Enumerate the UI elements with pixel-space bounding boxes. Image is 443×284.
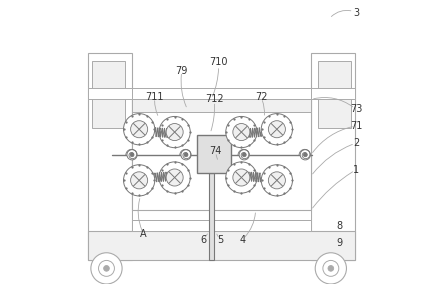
Text: 3: 3 — [354, 8, 359, 18]
Circle shape — [104, 266, 109, 271]
Circle shape — [226, 116, 257, 148]
Circle shape — [159, 162, 190, 193]
Bar — [209, 173, 214, 260]
Text: 9: 9 — [336, 238, 342, 248]
Circle shape — [130, 153, 134, 157]
Text: 711: 711 — [145, 91, 164, 102]
Circle shape — [242, 153, 246, 157]
Text: 4: 4 — [240, 235, 246, 245]
Circle shape — [124, 165, 155, 196]
Circle shape — [98, 260, 114, 276]
Circle shape — [261, 114, 292, 145]
Circle shape — [159, 116, 190, 148]
Text: 74: 74 — [210, 145, 222, 156]
Circle shape — [268, 121, 285, 138]
Bar — [132, 99, 311, 210]
Bar — [132, 210, 311, 220]
Circle shape — [323, 260, 339, 276]
Circle shape — [268, 172, 285, 189]
Circle shape — [166, 124, 183, 141]
Text: 6: 6 — [200, 235, 206, 245]
Text: 1: 1 — [354, 165, 359, 176]
Text: 710: 710 — [210, 57, 228, 68]
Bar — [198, 135, 231, 173]
Bar — [132, 220, 311, 231]
Text: A: A — [140, 229, 147, 239]
Bar — [311, 88, 355, 99]
Bar — [92, 61, 125, 128]
Bar — [311, 53, 355, 260]
Text: 2: 2 — [353, 138, 360, 149]
Circle shape — [233, 124, 250, 141]
Circle shape — [300, 150, 311, 160]
Circle shape — [131, 172, 148, 189]
Circle shape — [226, 162, 257, 193]
Bar — [132, 88, 311, 99]
Circle shape — [181, 150, 191, 160]
Circle shape — [315, 253, 346, 284]
Circle shape — [127, 150, 137, 160]
Text: 72: 72 — [255, 91, 268, 102]
Text: 712: 712 — [205, 94, 224, 105]
Circle shape — [303, 153, 307, 157]
Circle shape — [131, 121, 148, 138]
Circle shape — [91, 253, 122, 284]
Text: 8: 8 — [336, 221, 342, 231]
Bar — [88, 53, 132, 260]
Circle shape — [261, 165, 292, 196]
Circle shape — [233, 169, 250, 186]
Circle shape — [239, 150, 249, 160]
Bar — [88, 88, 132, 99]
Circle shape — [184, 153, 188, 157]
Text: 73: 73 — [350, 104, 362, 114]
Bar — [88, 231, 355, 260]
Circle shape — [166, 169, 183, 186]
Text: 71: 71 — [350, 121, 362, 131]
Circle shape — [124, 114, 155, 145]
Bar — [318, 61, 351, 128]
Text: 79: 79 — [175, 66, 188, 76]
Circle shape — [328, 266, 334, 271]
Bar — [132, 99, 311, 112]
Text: 5: 5 — [217, 235, 223, 245]
